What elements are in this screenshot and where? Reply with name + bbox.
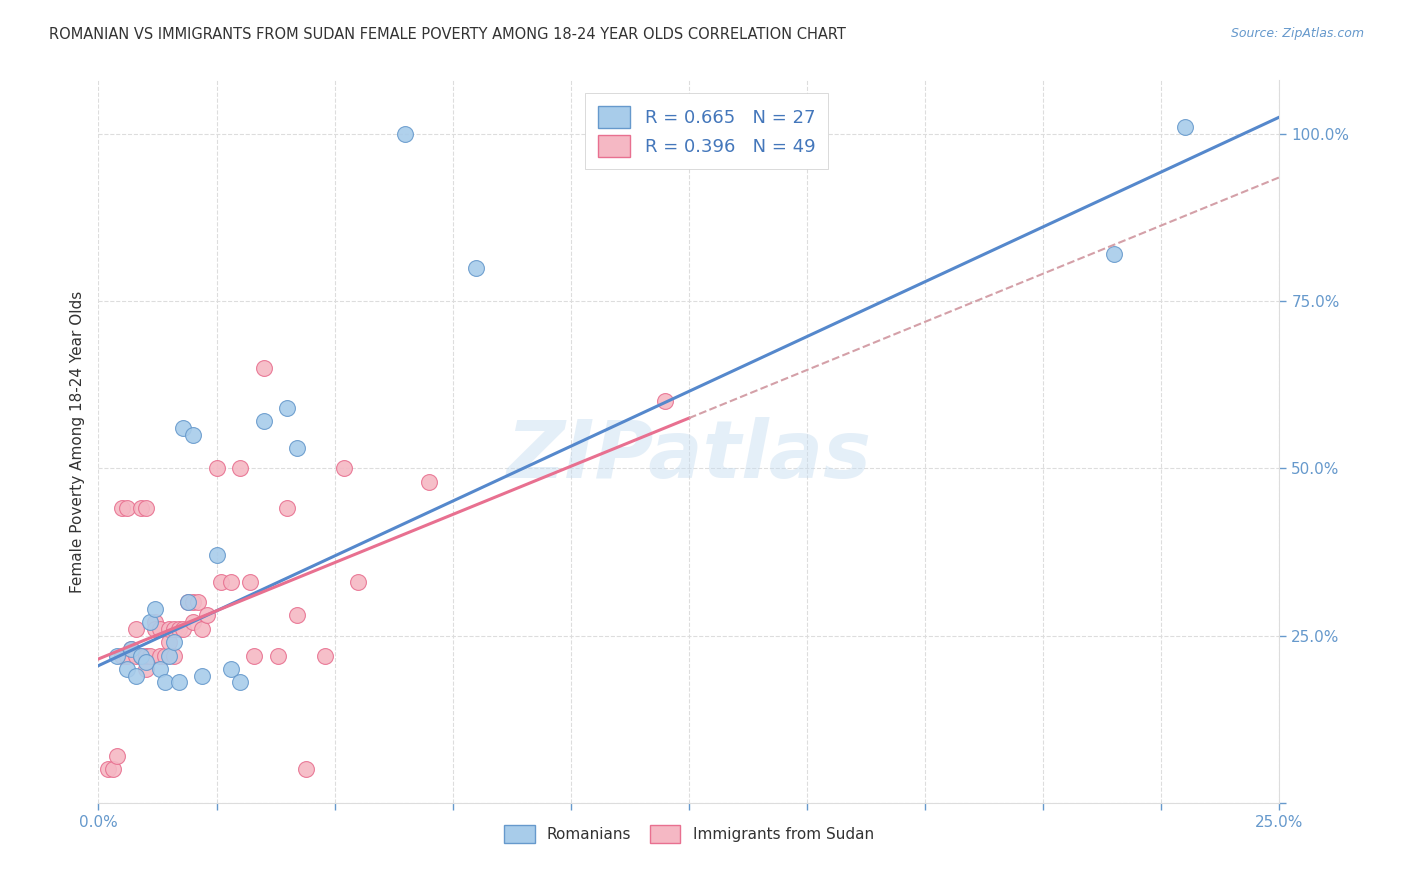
Point xyxy=(121,642,143,657)
Point xyxy=(267,648,290,663)
Point xyxy=(163,635,186,649)
Point xyxy=(115,648,138,663)
Point xyxy=(125,648,148,663)
Point xyxy=(115,662,138,676)
Point xyxy=(219,575,242,590)
Point xyxy=(1102,247,1125,261)
Point xyxy=(149,648,172,663)
Point xyxy=(149,662,172,676)
Point xyxy=(295,762,318,776)
Point xyxy=(139,615,162,630)
Text: ZIPatlas: ZIPatlas xyxy=(506,417,872,495)
Point xyxy=(276,501,298,516)
Point xyxy=(153,675,176,690)
Point xyxy=(205,461,228,475)
Point xyxy=(239,575,262,590)
Point xyxy=(465,260,488,275)
Point xyxy=(149,622,172,636)
Point xyxy=(177,595,200,609)
Text: ROMANIAN VS IMMIGRANTS FROM SUDAN FEMALE POVERTY AMONG 18-24 YEAR OLDS CORRELATI: ROMANIAN VS IMMIGRANTS FROM SUDAN FEMALE… xyxy=(49,27,846,42)
Point xyxy=(105,648,128,663)
Point xyxy=(139,648,162,663)
Point xyxy=(101,762,124,776)
Point xyxy=(143,602,166,616)
Point xyxy=(654,394,676,409)
Point xyxy=(157,622,180,636)
Point xyxy=(276,401,298,416)
Point xyxy=(115,501,138,516)
Point xyxy=(253,414,276,429)
Point xyxy=(191,669,214,683)
Point xyxy=(105,749,128,764)
Point xyxy=(143,622,166,636)
Point xyxy=(129,501,152,516)
Point xyxy=(285,442,308,455)
Point xyxy=(135,655,157,669)
Point xyxy=(121,642,143,657)
Point xyxy=(229,461,252,475)
Point xyxy=(129,648,152,663)
Point xyxy=(172,622,194,636)
Point xyxy=(157,635,180,649)
Point xyxy=(125,622,148,636)
Point xyxy=(125,669,148,683)
Point xyxy=(167,675,190,690)
Y-axis label: Female Poverty Among 18-24 Year Olds: Female Poverty Among 18-24 Year Olds xyxy=(69,291,84,592)
Point xyxy=(135,501,157,516)
Point xyxy=(97,762,120,776)
Point xyxy=(157,648,180,663)
Point xyxy=(181,427,204,442)
Point xyxy=(167,622,190,636)
Point xyxy=(163,622,186,636)
Point xyxy=(394,127,416,141)
Point xyxy=(111,648,134,663)
Point xyxy=(187,595,209,609)
Point xyxy=(243,648,266,663)
Point xyxy=(135,662,157,676)
Point xyxy=(153,648,176,663)
Point xyxy=(333,461,356,475)
Point xyxy=(205,548,228,563)
Point xyxy=(143,615,166,630)
Point xyxy=(285,608,308,623)
Point xyxy=(195,608,218,623)
Point xyxy=(229,675,252,690)
Point xyxy=(1174,120,1197,135)
Point xyxy=(135,648,157,663)
Point xyxy=(172,421,194,435)
Point xyxy=(219,662,242,676)
Point xyxy=(129,648,152,663)
Text: Source: ZipAtlas.com: Source: ZipAtlas.com xyxy=(1230,27,1364,40)
Legend: Romanians, Immigrants from Sudan: Romanians, Immigrants from Sudan xyxy=(498,819,880,849)
Point xyxy=(209,575,232,590)
Point xyxy=(181,595,204,609)
Point xyxy=(347,575,370,590)
Point xyxy=(111,501,134,516)
Point xyxy=(181,615,204,630)
Point xyxy=(314,648,336,663)
Point xyxy=(177,595,200,609)
Point xyxy=(253,361,276,376)
Point xyxy=(418,475,440,489)
Point xyxy=(163,648,186,663)
Point xyxy=(191,622,214,636)
